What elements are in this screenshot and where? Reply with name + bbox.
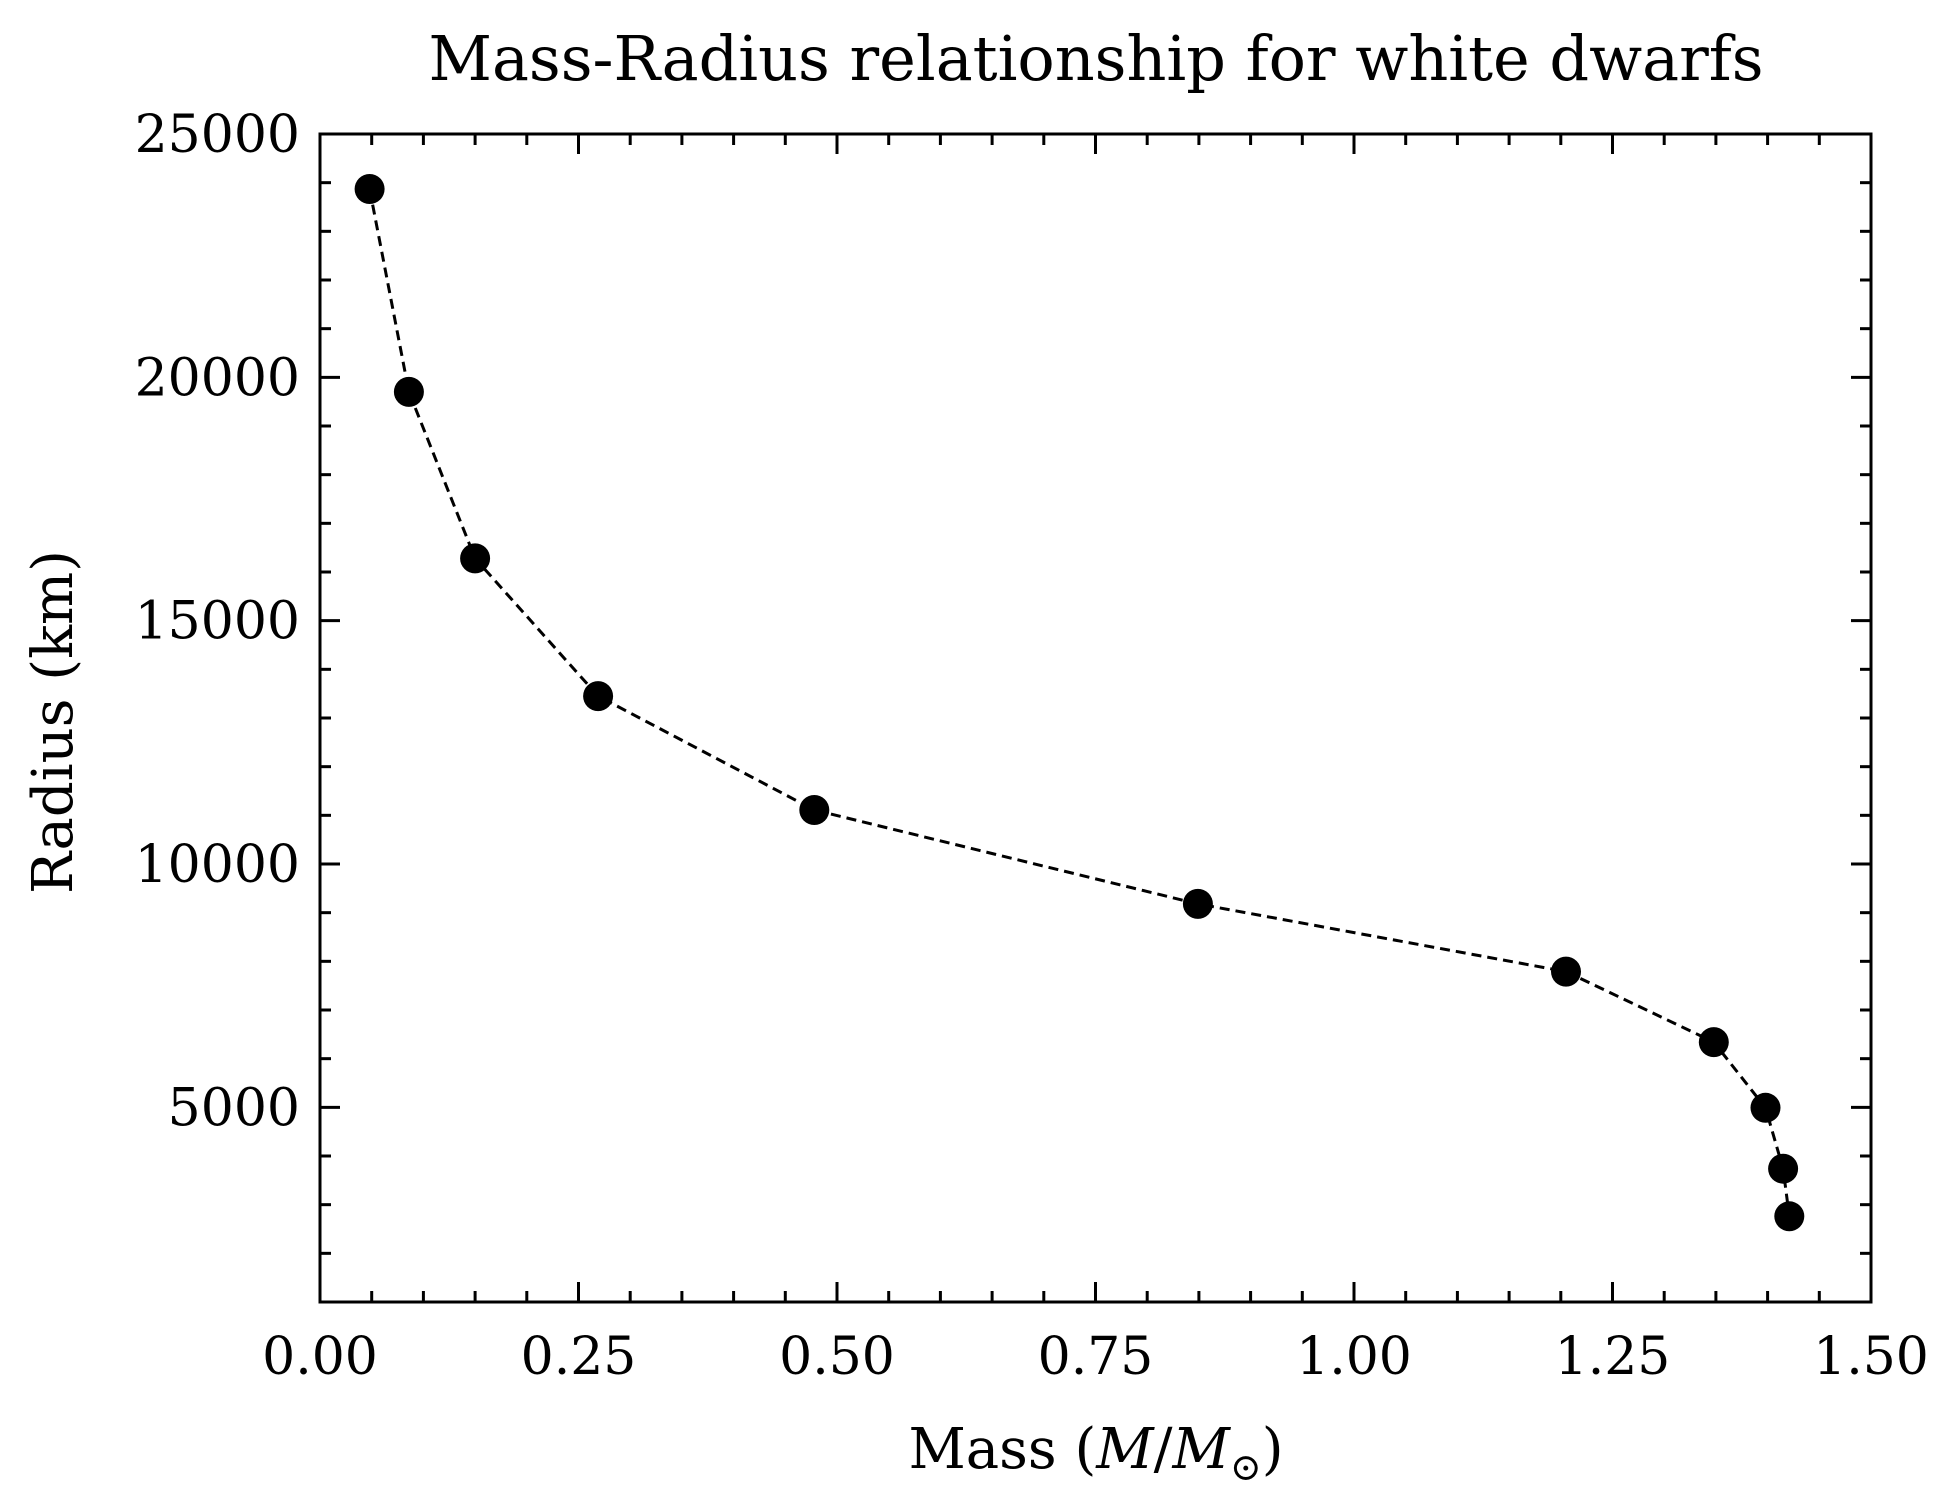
data-point xyxy=(1698,1027,1729,1058)
y-tick-label: 20000 xyxy=(135,348,300,408)
x-tick-label: 1.00 xyxy=(1296,1327,1412,1387)
data-point xyxy=(460,543,491,574)
y-axis-label: Radius (km) xyxy=(21,550,86,894)
x-axis-label-slash: / xyxy=(1154,1417,1173,1482)
x-axis-label-sun-symbol: ⊙ xyxy=(1230,1445,1262,1489)
x-axis-label-var: M xyxy=(1095,1417,1155,1482)
y-tick-label: 15000 xyxy=(135,592,300,652)
y-tick-label: 5000 xyxy=(168,1078,300,1138)
data-point xyxy=(799,795,830,825)
data-point xyxy=(1774,1201,1805,1232)
x-tick-label: 0.50 xyxy=(779,1327,895,1387)
y-tick-label: 25000 xyxy=(135,105,300,165)
x-tick-label: 1.25 xyxy=(1555,1327,1671,1387)
chart-title: Mass-Radius relationship for white dwarf… xyxy=(428,22,1763,95)
x-tick-label: 1.50 xyxy=(1813,1327,1929,1387)
data-point xyxy=(354,174,385,204)
x-tick-label: 0.00 xyxy=(262,1327,378,1387)
y-tick-label: 10000 xyxy=(135,835,300,895)
x-axis-label-var-sub: M xyxy=(1172,1417,1232,1482)
x-axis-label: Mass (M/M⊙) xyxy=(908,1417,1283,1489)
plot-area-frame xyxy=(318,132,1873,1304)
axis-ticks: 0.00 0.25 0.50 0.75 1.00 1.25 1.50 5000 10000 150… xyxy=(135,105,1929,1387)
data-point xyxy=(1768,1153,1799,1184)
data-point xyxy=(393,376,424,407)
x-axis-label-prefix: Mass ( xyxy=(908,1417,1096,1482)
data-point xyxy=(1182,888,1213,919)
data-point xyxy=(1750,1092,1781,1123)
data-point xyxy=(583,681,614,712)
data-point xyxy=(1551,956,1581,987)
x-tick-label: 0.25 xyxy=(521,1327,637,1387)
data-series xyxy=(354,174,1805,1232)
x-tick-label: 0.75 xyxy=(1038,1327,1154,1387)
x-axis-label-suffix: ) xyxy=(1262,1417,1284,1482)
